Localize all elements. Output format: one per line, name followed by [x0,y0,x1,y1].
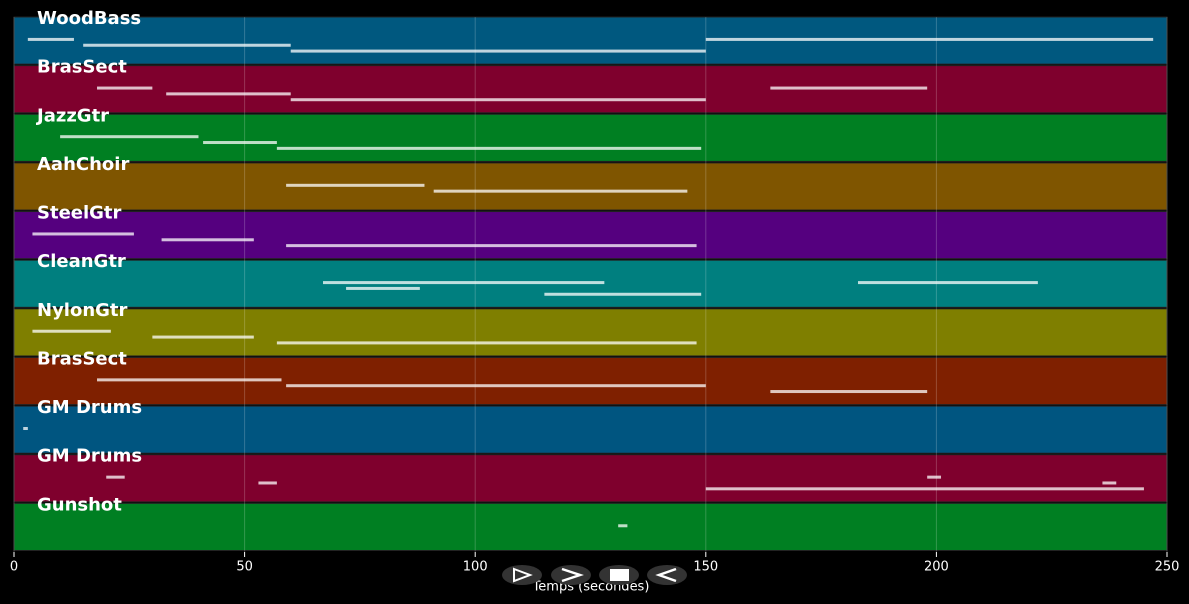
track-background [13,502,1168,552]
note-span [286,384,706,388]
note-span [1102,481,1117,485]
note-span [770,86,928,90]
note-span [258,481,277,485]
note-span [152,335,254,339]
x-tick-label: 100 [463,560,488,575]
note-span [544,292,702,296]
note-span [166,92,291,96]
note-span [705,487,1144,491]
track-name: JazzGtr [35,105,109,126]
track-name: AahChoir [37,154,129,175]
play-icon [513,567,533,583]
note-span [286,244,697,248]
play-button[interactable] [502,565,542,585]
forward-icon [561,567,584,583]
track-name: Gunshot [37,494,122,515]
note-span [203,141,277,145]
track-name: GM Drums [37,446,142,467]
note-span [770,390,928,394]
track-background [13,113,1168,162]
note-span [276,341,697,345]
note-span [927,475,942,479]
track-background [13,162,1168,211]
track-name: BrasSect [37,348,127,369]
x-tick-label: 150 [693,560,718,575]
note-span [290,98,706,102]
plot-area [13,16,1168,552]
x-tick-label: 50 [236,560,253,575]
note-span [60,135,199,139]
note-span [32,232,134,236]
track-name: SteelGtr [37,203,122,224]
x-tick-label: 0 [10,560,18,575]
note-span [27,37,74,41]
rewind-icon [655,567,677,583]
note-span [106,475,125,479]
note-span [23,427,28,431]
note-span [161,238,254,242]
note-span [83,43,291,47]
track-name: CleanGtr [37,251,126,272]
track-background [13,405,1168,454]
note-span [286,183,425,187]
track-background [13,211,1168,260]
track-name: BrasSect [37,57,127,78]
track-background [13,454,1168,503]
track-background [13,65,1168,114]
note-span [433,189,688,193]
note-span [705,37,1154,41]
track-name: NylonGtr [37,300,128,321]
rewind-button[interactable] [647,565,687,585]
note-span [97,86,153,90]
track-name: WoodBass [37,8,141,29]
note-span [346,286,420,290]
note-span [857,281,1038,285]
note-span [276,146,702,150]
stop-icon [610,569,629,581]
x-tick-label: 250 [1155,560,1180,575]
playback-controls [502,565,687,585]
note-span [323,281,605,285]
x-tick-label: 200 [924,560,949,575]
note-span [97,378,282,382]
track-name: GM Drums [37,397,142,418]
forward-button[interactable] [551,565,591,585]
note-span [618,524,628,528]
note-span [290,49,706,53]
track-background [13,308,1168,357]
note-span [32,329,111,333]
